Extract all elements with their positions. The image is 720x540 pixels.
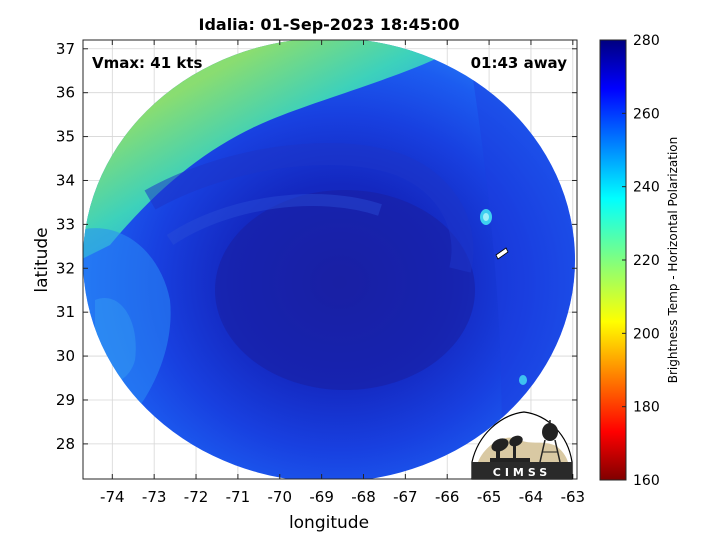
cimss-logo-text: CIMSS: [493, 466, 551, 479]
y-tick-label: 35: [56, 128, 75, 146]
satellite-dish-icon: [490, 435, 530, 462]
vmax-annotation: Vmax: 41 kts: [92, 54, 202, 72]
x-tick-label: -70: [268, 488, 293, 506]
colorbar-tick-label: 280: [633, 33, 660, 49]
x-tick-label: -69: [309, 488, 334, 506]
colorbar-tick-label: 180: [633, 400, 660, 416]
y-tick-label: 34: [56, 171, 75, 189]
x-axis-ticks: -74 -73 -72 -71 -70 -69 -68 -67 -66 -65 -64 -63: [100, 40, 585, 506]
colorbar-tick-label: 240: [633, 180, 660, 196]
axes-frame: [82, 39, 578, 480]
x-axis-label: longitude: [289, 513, 369, 533]
colorbar: [599, 39, 627, 481]
x-tick-label: -71: [226, 488, 251, 506]
y-tick-label: 31: [56, 303, 75, 321]
y-tick-label: 33: [56, 215, 75, 233]
cimss-logo: CIMSS: [471, 411, 573, 480]
colorbar-label: Brightness Temp - Horizontal Polarizatio…: [666, 137, 680, 384]
plot-title: Idalia: 01-Sep-2023 18:45:00: [198, 15, 459, 34]
x-tick-label: -74: [100, 488, 125, 506]
colorbar-tick-label: 160: [633, 473, 660, 489]
colorbar-tick-label: 220: [633, 253, 660, 269]
y-tick-label: 36: [56, 84, 75, 102]
x-tick-label: -66: [435, 488, 460, 506]
water-tower-icon: [539, 420, 561, 463]
colorbar-tick-label: 200: [633, 326, 660, 342]
y-axis-ticks: 28 29 30 31 32 33 34 35 36 37: [56, 40, 577, 453]
x-tick-label: -67: [393, 488, 418, 506]
colorbar-ticks: 280 260 240 220 200 180 160: [622, 33, 660, 489]
y-axis-label: latitude: [32, 227, 52, 292]
y-tick-label: 37: [56, 40, 75, 58]
y-tick-label: 29: [56, 391, 75, 409]
y-tick-label: 32: [56, 259, 75, 277]
x-tick-label: -64: [519, 488, 544, 506]
x-tick-label: -68: [351, 488, 376, 506]
time-away-annotation: 01:43 away: [471, 54, 568, 72]
x-tick-label: -65: [477, 488, 502, 506]
y-tick-label: 28: [56, 435, 75, 453]
x-tick-label: -72: [184, 488, 209, 506]
x-tick-label: -73: [142, 488, 167, 506]
x-tick-label: -63: [561, 488, 586, 506]
colorbar-tick-label: 260: [633, 106, 660, 122]
y-tick-label: 30: [56, 347, 75, 365]
